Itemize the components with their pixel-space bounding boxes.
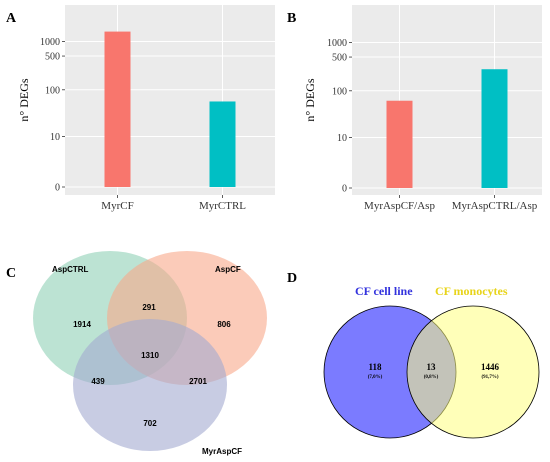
venn-label-cf-cell-line: CF cell line <box>355 284 413 298</box>
venn-count-myraspcf-only: 702 <box>143 419 157 428</box>
venn-diagram-c: AspCTRL AspCF MyrAspCF 1914 806 702 291 … <box>33 251 267 456</box>
x-ticks-a: MyrCF MyrCTRL <box>101 195 246 212</box>
y-ticks-a: 0 10 100 500 1000 <box>40 37 65 194</box>
venn-diagram-d: CF cell line CF monocytes 118 (7,0%) 13 … <box>323 284 540 439</box>
bar-b-myraspctrl-asp <box>481 69 508 188</box>
plot-background-a <box>65 5 275 195</box>
x-ticks-b: MyrAspCF/Asp MyrAspCTRL/Asp <box>364 195 538 212</box>
venn-pct-cf-monocytes-only: (91,7%) <box>481 375 498 380</box>
venn-count-aspctrl-only: 1914 <box>73 320 91 329</box>
bar-chart-b: 0 10 100 500 1000 MyrAspCF/Asp MyrAspCTRL/Asp… <box>303 5 542 212</box>
bar-b-myraspcf-asp <box>386 100 413 188</box>
venn-label-cf-monocytes: CF monocytes <box>435 284 508 298</box>
bar-a-myrcf <box>104 31 131 187</box>
venn-label-aspcf: AspCF <box>215 265 241 274</box>
y-tick-label-b: 10 <box>337 133 347 144</box>
venn-count-overlap: 13 <box>427 362 437 372</box>
venn-count-cf-cell-line-only: 118 <box>368 362 382 372</box>
venn-pct-cf-cell-line-only: (7,0%) <box>368 375 383 380</box>
venn-count-aspcf-only: 806 <box>217 320 231 329</box>
y-tick-label-a: 500 <box>45 52 60 63</box>
y-tick-label-a: 10 <box>50 132 60 143</box>
venn-label-aspctrl: AspCTRL <box>52 265 89 274</box>
bars-a <box>104 31 236 187</box>
y-tick-label-a: 100 <box>45 85 60 96</box>
y-tick-label-b: 0 <box>342 184 347 195</box>
venn-label-myraspcf: MyrAspCF <box>202 447 242 456</box>
panel-letter-b: B <box>287 11 296 26</box>
venn-count-cf-monocytes-only: 1446 <box>481 362 500 372</box>
y-tick-label-a: 0 <box>55 183 60 194</box>
y-tick-label-b: 1000 <box>327 38 347 49</box>
y-tick-label-b: 500 <box>332 53 347 64</box>
panel-letter-a: A <box>6 11 17 26</box>
y-axis-label-b: n° DEGs <box>303 78 317 121</box>
panel-letter-c: C <box>6 266 16 281</box>
venn-pct-overlap: (0,8%) <box>424 375 439 380</box>
bars-b <box>386 69 508 188</box>
x-tick-label-a: MyrCTRL <box>199 200 246 212</box>
venn-count-all-three: 1310 <box>141 351 159 360</box>
panel-letter-d: D <box>287 271 297 286</box>
x-tick-label-b: MyrAspCTRL/Asp <box>452 200 538 212</box>
venn-set-cf-monocytes <box>406 305 540 439</box>
bar-chart-a: 0 10 100 500 1000 MyrCF MyrCTRL n° DEGs <box>17 5 275 212</box>
venn-count-aspctrl-myraspcf: 439 <box>91 377 105 386</box>
x-tick-label-b: MyrAspCF/Asp <box>364 200 435 212</box>
venn-set-myraspcf <box>73 319 227 451</box>
venn-count-aspctrl-aspcf: 291 <box>142 303 156 312</box>
plot-background-b <box>352 5 542 195</box>
y-axis-label-a: n° DEGs <box>17 78 31 121</box>
bar-a-myrctrl <box>209 101 236 187</box>
y-tick-label-b: 100 <box>332 86 347 97</box>
venn-count-aspcf-myraspcf: 2701 <box>189 377 207 386</box>
y-ticks-b: 0 10 100 500 1000 <box>327 38 352 195</box>
x-tick-label-a: MyrCF <box>101 200 133 212</box>
y-tick-label-a: 1000 <box>40 37 60 48</box>
